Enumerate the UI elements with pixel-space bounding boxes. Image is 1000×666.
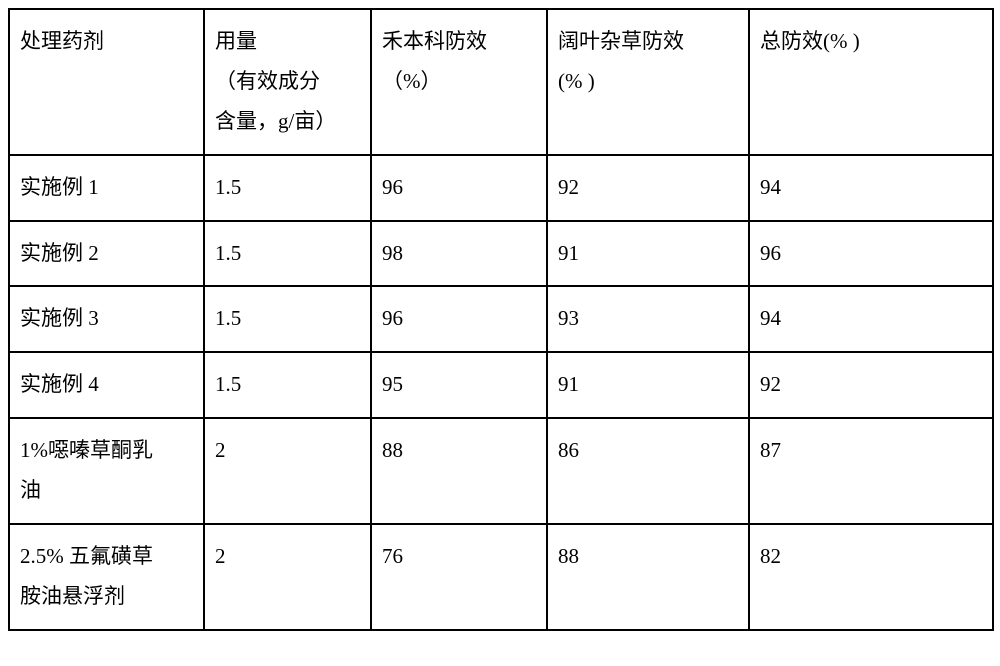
cell-total-eff: 87 bbox=[749, 418, 993, 524]
cell-treatment: 1%噁嗪草酮乳 油 bbox=[9, 418, 204, 524]
cell-grass-eff: 96 bbox=[371, 286, 547, 352]
header-text: 总防效(% ) bbox=[760, 29, 860, 53]
col-header-total-eff: 总防效(% ) bbox=[749, 9, 993, 155]
cell-dosage: 1.5 bbox=[204, 221, 371, 287]
cell-broadleaf-eff: 93 bbox=[547, 286, 749, 352]
cell-total-eff: 82 bbox=[749, 524, 993, 630]
cell-treatment: 实施例 4 bbox=[9, 352, 204, 418]
table-header-row: 处理药剂 用量 （有效成分 含量，g/亩） 禾本科防效 （%） 阔叶杂草防效 (… bbox=[9, 9, 993, 155]
cell-treatment: 2.5% 五氟磺草 胺油悬浮剂 bbox=[9, 524, 204, 630]
cell-total-eff: 92 bbox=[749, 352, 993, 418]
table-row: 实施例 3 1.5 96 93 94 bbox=[9, 286, 993, 352]
cell-total-eff: 94 bbox=[749, 155, 993, 221]
cell-treatment: 实施例 3 bbox=[9, 286, 204, 352]
cell-grass-eff: 98 bbox=[371, 221, 547, 287]
table-row: 2.5% 五氟磺草 胺油悬浮剂 2 76 88 82 bbox=[9, 524, 993, 630]
table-row: 实施例 2 1.5 98 91 96 bbox=[9, 221, 993, 287]
header-text: （%） bbox=[382, 69, 442, 93]
header-text: (% ) bbox=[558, 69, 595, 93]
col-header-broadleaf-eff: 阔叶杂草防效 (% ) bbox=[547, 9, 749, 155]
cell-dosage: 1.5 bbox=[204, 286, 371, 352]
cell-text: 胺油悬浮剂 bbox=[20, 584, 125, 608]
cell-dosage: 1.5 bbox=[204, 352, 371, 418]
cell-text: 油 bbox=[20, 478, 41, 502]
cell-grass-eff: 76 bbox=[371, 524, 547, 630]
header-text: 含量，g/亩） bbox=[215, 109, 336, 133]
cell-dosage: 2 bbox=[204, 418, 371, 524]
cell-text: 2.5% 五氟磺草 bbox=[20, 544, 153, 568]
cell-treatment: 实施例 2 bbox=[9, 221, 204, 287]
header-text: 用量 bbox=[215, 29, 257, 53]
cell-dosage: 2 bbox=[204, 524, 371, 630]
cell-broadleaf-eff: 88 bbox=[547, 524, 749, 630]
efficacy-table: 处理药剂 用量 （有效成分 含量，g/亩） 禾本科防效 （%） 阔叶杂草防效 (… bbox=[8, 8, 994, 631]
cell-broadleaf-eff: 91 bbox=[547, 221, 749, 287]
cell-treatment: 实施例 1 bbox=[9, 155, 204, 221]
cell-broadleaf-eff: 92 bbox=[547, 155, 749, 221]
table-row: 实施例 4 1.5 95 91 92 bbox=[9, 352, 993, 418]
header-text: 禾本科防效 bbox=[382, 29, 487, 53]
cell-grass-eff: 95 bbox=[371, 352, 547, 418]
header-text: （有效成分 bbox=[215, 69, 320, 93]
cell-text: 1%噁嗪草酮乳 bbox=[20, 438, 153, 462]
table-row: 1%噁嗪草酮乳 油 2 88 86 87 bbox=[9, 418, 993, 524]
cell-grass-eff: 96 bbox=[371, 155, 547, 221]
cell-broadleaf-eff: 91 bbox=[547, 352, 749, 418]
header-text: 阔叶杂草防效 bbox=[558, 29, 684, 53]
col-header-dosage: 用量 （有效成分 含量，g/亩） bbox=[204, 9, 371, 155]
cell-total-eff: 96 bbox=[749, 221, 993, 287]
col-header-grass-eff: 禾本科防效 （%） bbox=[371, 9, 547, 155]
cell-broadleaf-eff: 86 bbox=[547, 418, 749, 524]
cell-grass-eff: 88 bbox=[371, 418, 547, 524]
header-text: 处理药剂 bbox=[20, 29, 104, 53]
col-header-treatment: 处理药剂 bbox=[9, 9, 204, 155]
cell-dosage: 1.5 bbox=[204, 155, 371, 221]
table-row: 实施例 1 1.5 96 92 94 bbox=[9, 155, 993, 221]
cell-total-eff: 94 bbox=[749, 286, 993, 352]
